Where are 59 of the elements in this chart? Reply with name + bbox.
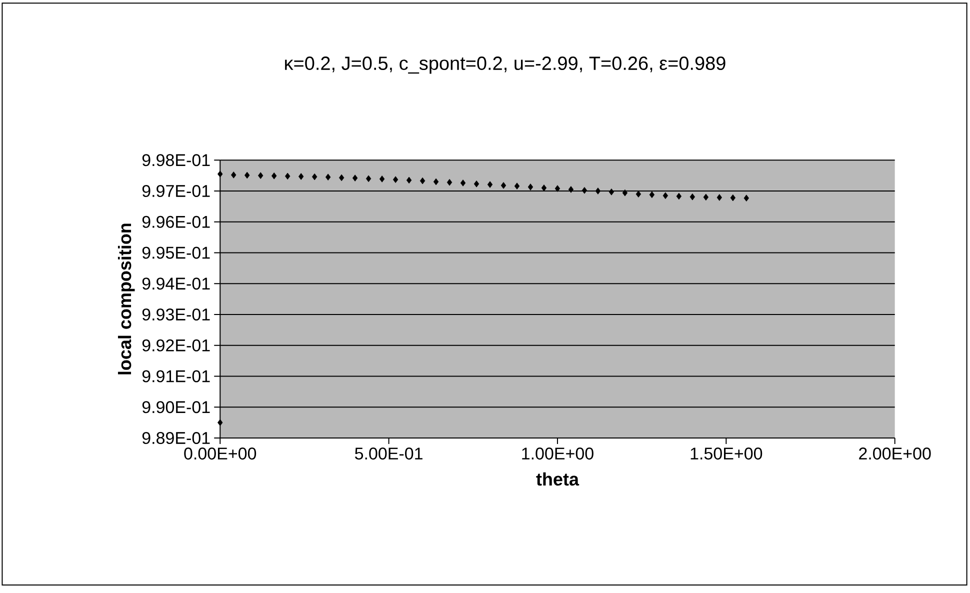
y-tick-label: 9.94E-01: [142, 278, 210, 290]
point: [703, 194, 709, 201]
x-tick-label: 5.00E-01: [354, 447, 422, 460]
y-axis-title: local composition: [118, 224, 135, 374]
point: [244, 172, 250, 179]
point: [716, 194, 722, 201]
point: [420, 177, 426, 184]
point: [258, 172, 264, 179]
y-tick-label: 9.98E-01: [142, 154, 210, 166]
point: [568, 186, 574, 193]
point: [622, 189, 628, 196]
x-tick-label: 1.50E+00: [690, 447, 762, 460]
y-tick-label: 9.95E-01: [142, 246, 210, 259]
point: [744, 194, 749, 202]
point: [392, 176, 398, 183]
point: [690, 193, 696, 200]
point: [649, 191, 655, 198]
y-tick-label: 9.89E-01: [142, 432, 210, 444]
point: [541, 184, 547, 192]
point: [554, 185, 560, 192]
point: [298, 173, 304, 180]
point: [608, 188, 614, 196]
point: [676, 192, 682, 200]
point: [284, 172, 290, 180]
point: [271, 172, 277, 180]
point: [312, 173, 318, 180]
point: [460, 180, 466, 186]
point: [487, 181, 493, 188]
point: [366, 175, 372, 182]
point: [595, 188, 601, 194]
point: [352, 174, 358, 182]
point: [662, 192, 668, 199]
x-tick-label: 2.00E+00: [859, 447, 931, 460]
point: [433, 178, 439, 186]
point: [379, 176, 385, 182]
point: [218, 170, 223, 178]
y-tick-label: 9.91E-01: [142, 370, 210, 382]
point: [218, 419, 223, 426]
y-tick-label: 9.92E-01: [142, 339, 210, 352]
point: [338, 174, 344, 182]
point: [528, 184, 534, 190]
point: [325, 174, 331, 180]
y-tick-label: 9.96E-01: [142, 216, 210, 228]
point: [500, 182, 506, 189]
point: [406, 176, 412, 184]
point: [730, 194, 736, 202]
point: [514, 182, 520, 190]
x-tick-label: 1.00E+00: [522, 447, 594, 460]
point: [446, 178, 452, 186]
y-tick-label: 9.93E-01: [142, 308, 210, 320]
y-tick-label: 9.90E-01: [142, 401, 210, 414]
x-tick-label: 0.00E+00: [184, 447, 256, 460]
point: [582, 186, 588, 194]
point: [474, 180, 480, 188]
point: [231, 171, 236, 178]
point: [636, 190, 642, 198]
chart-title: κ=0.2, J=0.5, c_spont=0.2, u=-2.99, T=0.26, ε=0.989: [285, 56, 726, 74]
y-tick-label: 9.97E-01: [142, 184, 210, 197]
x-axis-title: theta: [536, 472, 580, 486]
